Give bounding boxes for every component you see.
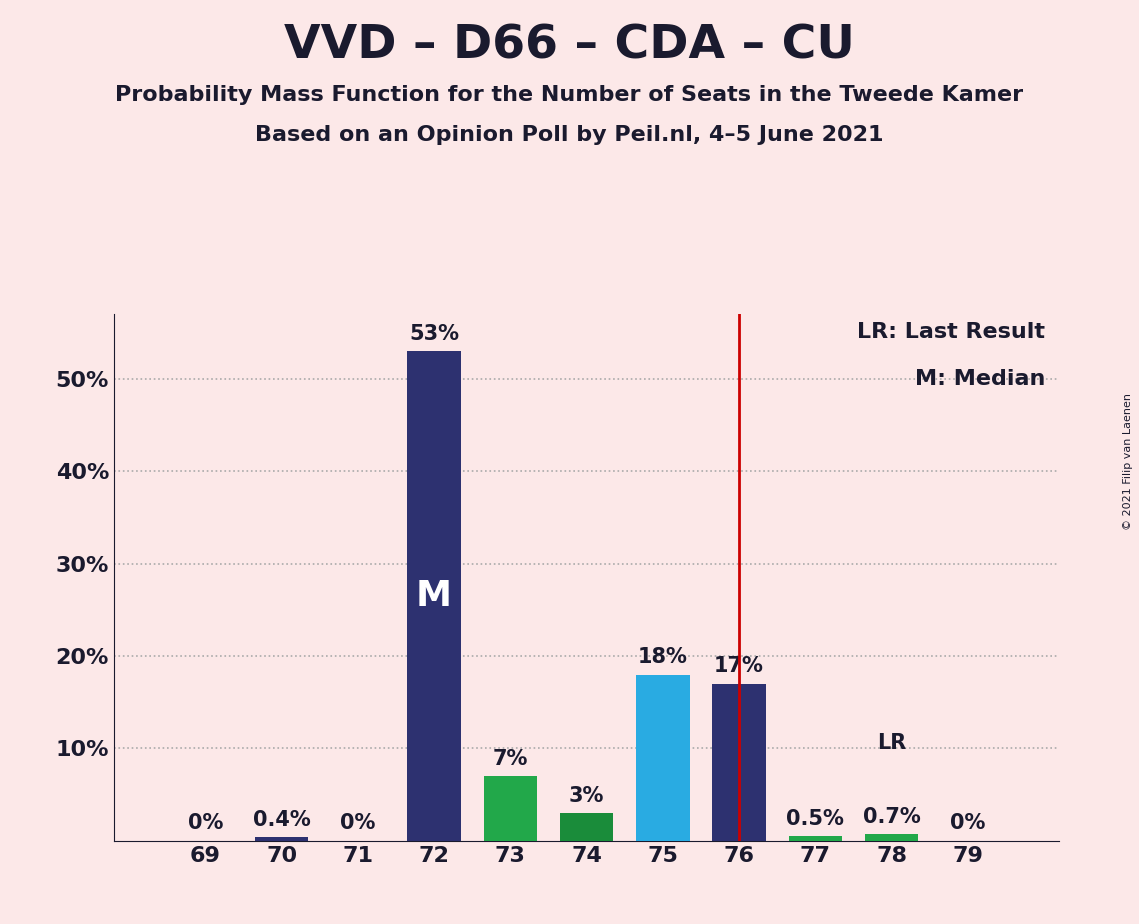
Bar	[560, 813, 613, 841]
Text: M: M	[416, 579, 452, 613]
Bar	[712, 684, 765, 841]
Bar	[255, 837, 309, 841]
Bar	[408, 351, 461, 841]
Bar	[865, 834, 918, 841]
Text: 0%: 0%	[950, 813, 985, 833]
Text: Based on an Opinion Poll by Peil.nl, 4–5 June 2021: Based on an Opinion Poll by Peil.nl, 4–5…	[255, 125, 884, 145]
Text: LR: LR	[877, 733, 907, 753]
Text: 0.5%: 0.5%	[786, 808, 844, 829]
Text: LR: Last Result: LR: Last Result	[857, 322, 1046, 342]
Text: VVD – D66 – CDA – CU: VVD – D66 – CDA – CU	[284, 23, 855, 68]
Text: 3%: 3%	[568, 785, 605, 806]
Text: Probability Mass Function for the Number of Seats in the Tweede Kamer: Probability Mass Function for the Number…	[115, 85, 1024, 105]
Text: 18%: 18%	[638, 647, 688, 667]
Bar	[484, 776, 536, 841]
Text: 0.7%: 0.7%	[862, 807, 920, 827]
Bar	[788, 836, 842, 841]
Text: 0.4%: 0.4%	[253, 809, 311, 830]
Text: 53%: 53%	[409, 323, 459, 344]
Text: 0%: 0%	[341, 813, 376, 833]
Text: © 2021 Filip van Laenen: © 2021 Filip van Laenen	[1123, 394, 1133, 530]
Text: M: Median: M: Median	[915, 370, 1046, 389]
Text: 17%: 17%	[714, 656, 764, 676]
Bar	[637, 675, 689, 841]
Text: 0%: 0%	[188, 813, 223, 833]
Text: 7%: 7%	[493, 748, 528, 769]
